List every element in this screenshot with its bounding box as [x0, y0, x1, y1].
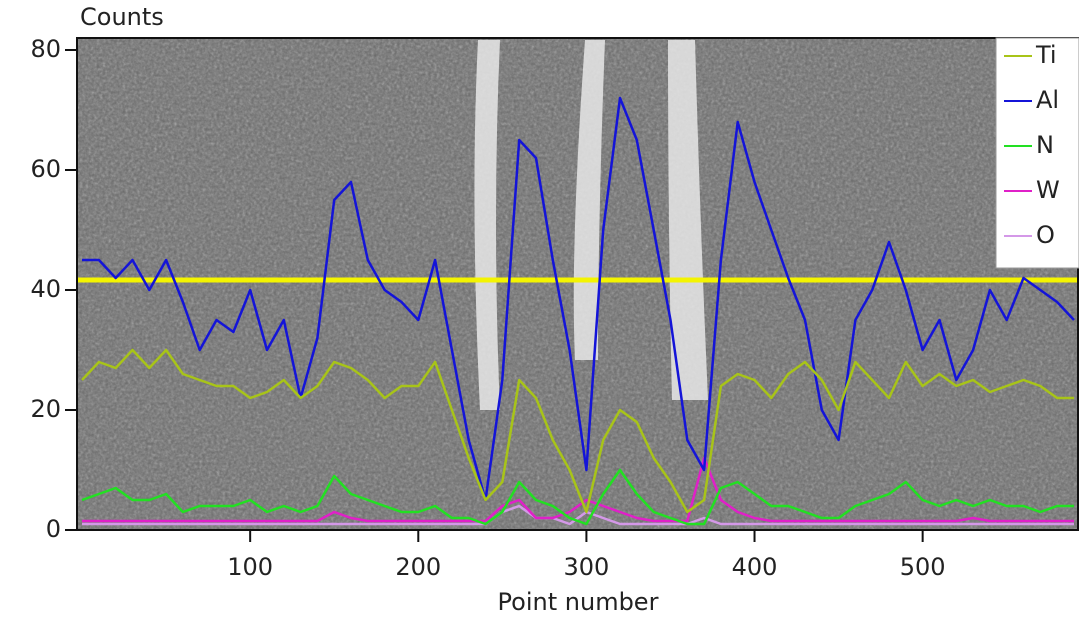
y-tick-label: 20: [30, 395, 61, 423]
series-line: [82, 504, 1074, 526]
series-line: [81, 348, 1074, 514]
plot-area: [81, 96, 1075, 526]
legend-label: O: [1036, 221, 1055, 249]
x-tick-label: 300: [563, 553, 609, 581]
y-tick-label: 60: [30, 155, 61, 183]
series-line: [82, 96, 1075, 502]
y-tick-label: 80: [30, 35, 61, 63]
sem-background: [77, 38, 1079, 530]
x-tick-label: 400: [732, 553, 778, 581]
y-tick-label: 40: [30, 275, 61, 303]
legend-box: [995, 37, 1079, 269]
series-line: [81, 468, 1074, 526]
legend-label: Ti: [1035, 41, 1057, 69]
legend-label: W: [1036, 176, 1060, 204]
legend: Ti Al NWO: [995, 37, 1079, 269]
legend-label: N: [1036, 131, 1054, 159]
x-tick-label: 100: [227, 553, 273, 581]
y-tick-label: 0: [46, 515, 61, 543]
legend-label: Al: [1036, 86, 1059, 114]
x-tick-label: 200: [395, 553, 441, 581]
x-tick-label: 500: [900, 553, 946, 581]
series-line: [82, 456, 1074, 523]
x-axis-title: Point number: [498, 588, 659, 616]
plot-frame: [76, 37, 1079, 531]
y-axis-title: Counts: [80, 3, 164, 31]
